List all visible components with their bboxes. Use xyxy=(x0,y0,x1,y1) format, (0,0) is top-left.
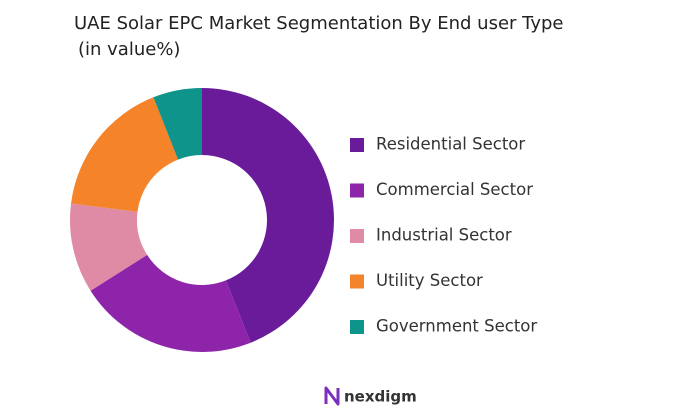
legend-swatch xyxy=(350,320,364,334)
donut-slice xyxy=(90,254,251,352)
donut-slice xyxy=(71,97,179,212)
legend-label: Government Sector xyxy=(376,317,537,336)
legend-swatch xyxy=(350,183,364,198)
legend-swatch xyxy=(350,138,364,152)
chart-title: UAE Solar EPC Market Segmentation By End… xyxy=(74,13,564,34)
brand-name: nexdigm xyxy=(344,388,417,406)
legend-label: Commercial Sector xyxy=(376,180,533,199)
legend-swatch xyxy=(350,229,364,243)
chart-subtitle: (in value%) xyxy=(78,39,180,60)
logo-icon xyxy=(324,386,340,406)
legend-label: Residential Sector xyxy=(376,135,525,154)
legend-swatch xyxy=(350,274,364,289)
donut-slice xyxy=(202,88,334,343)
legend-label: Utility Sector xyxy=(376,271,483,290)
logo: nexdigm xyxy=(324,386,417,406)
donut-slice xyxy=(153,88,202,160)
legend-label: Industrial Sector xyxy=(376,226,512,245)
donut-slice xyxy=(70,203,148,291)
